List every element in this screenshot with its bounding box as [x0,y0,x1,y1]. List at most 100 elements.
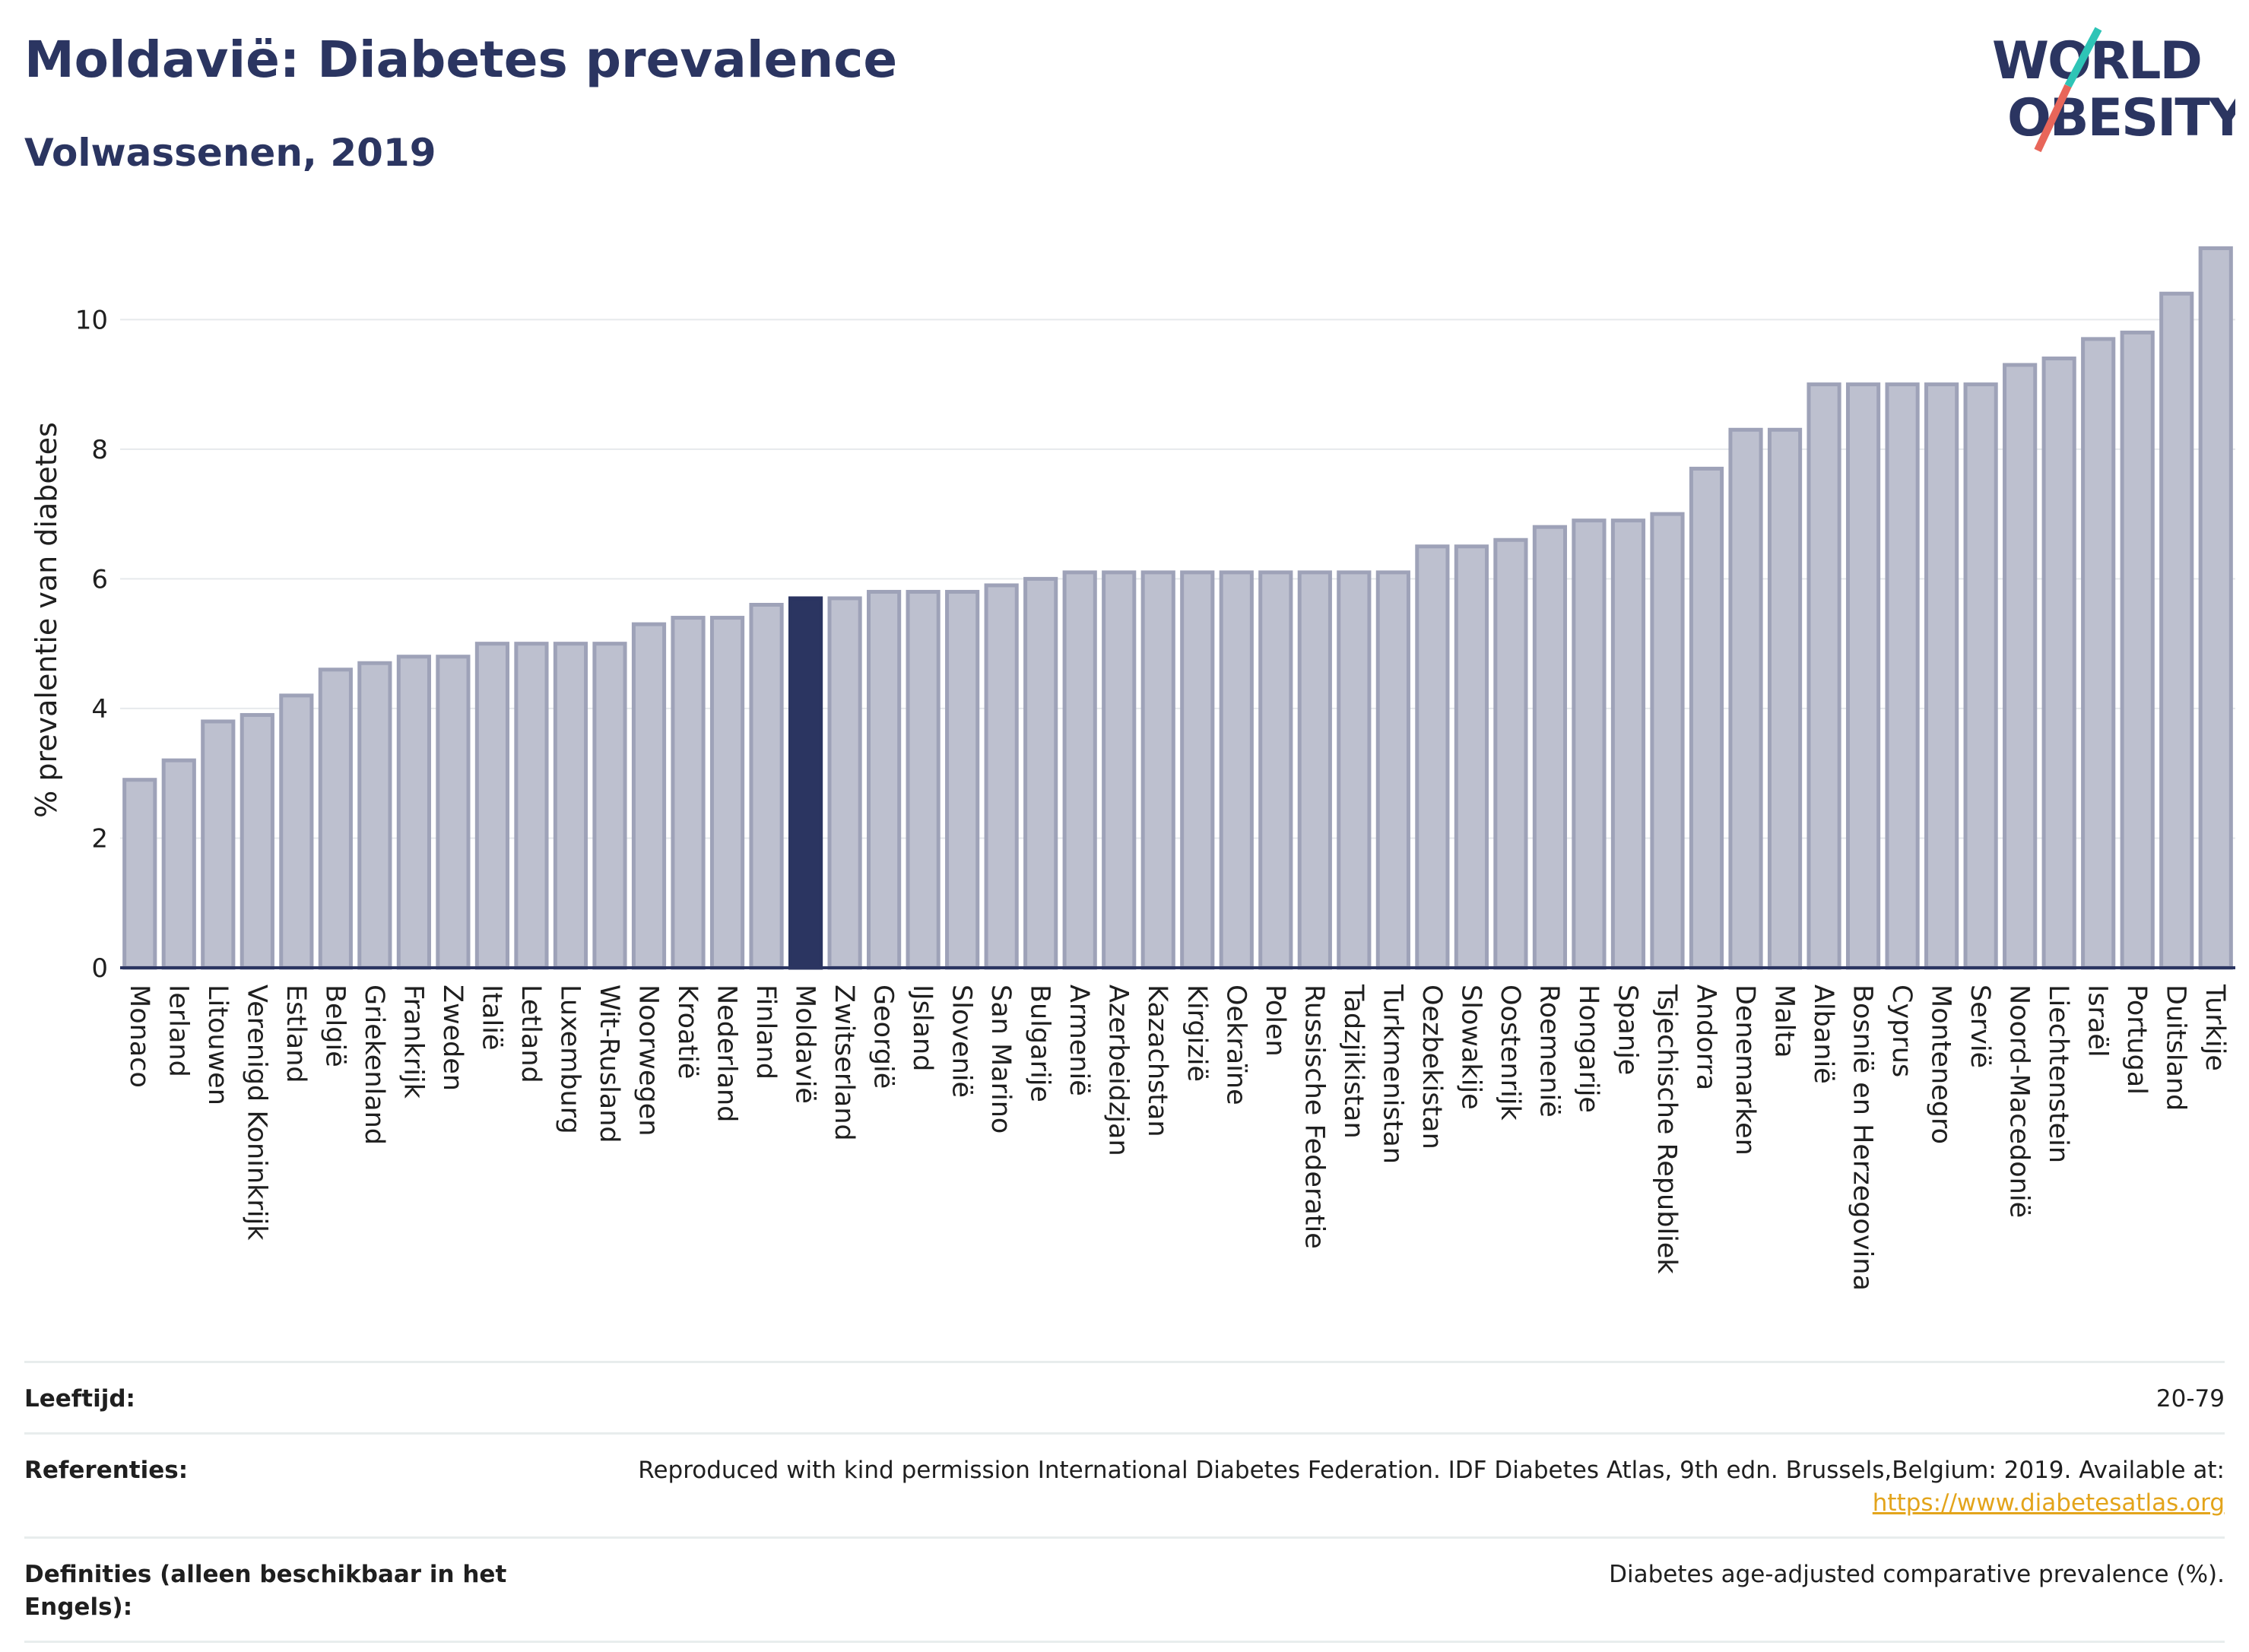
bar [1650,512,1685,970]
y-axis-label: % prevalentie van diabetes [30,422,63,818]
x-tick-label: Monaco [124,985,154,1088]
bar [514,642,549,970]
bar-chart: 0 2 4 6 8 10 % prevalentie van diabetes Monaco I… [30,246,2235,1291]
x-tick-label: Denemarken [1730,985,1760,1156]
x-tick-label: Cyprus [1886,985,1917,1077]
bar [1297,570,1332,970]
x-tick-label: Turkmenistan [1377,984,1407,1164]
y-tick-label: 2 [91,823,108,854]
bar [318,667,353,970]
x-tick-label: Polen [1260,985,1290,1057]
x-tick-label: Oezbekistan [1416,985,1447,1149]
x-tick-label: Albanië [1808,985,1838,1084]
info-table: Leeftijd: 20-79 Referenties: Reproduced … [24,1361,2225,1643]
bar [2081,337,2116,970]
x-tick-label: Noord-Macedonië [2004,985,2035,1218]
bar [1924,382,1959,970]
page-title: Moldavië: Diabetes prevalence [24,30,898,89]
bar [2198,246,2233,970]
x-tick-label: Oekraïne [1220,985,1251,1105]
info-value: Diabetes age-adjusted comparative preval… [1609,1561,2225,1588]
bar [2159,291,2194,970]
bar [201,719,236,970]
x-tick-label: Frankrijk [398,985,428,1099]
x-tick-label: Bosnië en Herzegovina [1848,985,1878,1291]
x-tick-label: Zwitserland [829,985,859,1141]
bar [122,778,157,970]
x-tick-label: Kazachstan [1142,985,1172,1137]
x-tick-label: Griekenland [359,985,389,1145]
x-tick-label: Kirgizië [1182,985,1212,1082]
bar [1023,576,1058,970]
x-tick-label: Noorwegen [633,985,664,1137]
info-label: Referenties: [24,1457,189,1484]
info-value: 20-79 [2155,1385,2225,1413]
x-tick-label: België [319,985,350,1067]
x-tick-label: Andorra [1691,985,1721,1090]
bar [1337,570,1372,970]
bar [1845,382,1881,970]
info-value: Reproduced with kind permission Internat… [638,1457,2225,1484]
diabetesatlas-link[interactable]: https://www.diabetesatlas.org [1872,1489,2225,1517]
bar [1963,382,1998,970]
bar [1493,537,1528,970]
x-tick-label: Azerbeidzjan [1103,985,1134,1156]
x-tick-label: Spanje [1612,985,1642,1075]
bar [1375,570,1410,970]
x-tick-label: Israël [2082,985,2113,1057]
bar [709,616,745,970]
bar [1258,570,1293,970]
svg-text:WORLD: WORLD [1992,31,2201,91]
bar [1532,525,1568,970]
bar [553,642,588,970]
bar [1062,570,1097,970]
x-tick-label: Duitsland [2161,985,2191,1111]
x-tick-label: Hongarije [1573,985,1603,1113]
bar [1767,427,1803,970]
bar [1219,570,1254,970]
bar [749,603,784,970]
bar [906,589,941,970]
info-row-references: Referenties: Reproduced with kind permis… [24,1432,2225,1536]
x-tick-label: Kroatië [672,985,703,1079]
y-tick-label: 0 [91,953,108,984]
bar [2120,330,2155,970]
x-tick-label: Litouwen [202,985,233,1105]
x-tick-label: Turkije [2200,984,2230,1071]
info-label: Leeftijd: [24,1385,135,1413]
y-tick-label: 6 [91,564,108,595]
x-tick-label: Ierland [163,985,193,1077]
bar [1885,382,1920,970]
bar [1454,544,1489,970]
world-obesity-logo: WORLD OBESITY [1992,27,2235,153]
info-row-definitions: Definities (alleen beschikbaar in het En… [24,1536,2225,1643]
x-tick-label: Letland [515,985,546,1083]
y-tick-label: 10 [75,305,108,335]
bar [2003,363,2038,970]
bar [1689,466,1724,970]
bar [2041,356,2076,970]
bar [1728,427,1763,970]
x-tick-label: Wit-Rusland [594,985,624,1143]
y-tick-label: 4 [91,694,108,725]
bar [474,642,510,970]
y-tick-label: 8 [91,435,108,465]
x-tick-label: Italië [476,985,506,1050]
x-tick-label: Finland [750,985,781,1080]
info-label: Definities (alleen beschikbaar in het En… [24,1561,507,1621]
x-tick-label: Montenegro [1926,985,1956,1144]
bar [1102,570,1137,970]
bar [396,655,431,970]
x-tick-label: Nederland [712,985,742,1122]
bar [1140,570,1175,970]
bar [279,693,314,970]
bar [788,596,823,970]
bar [239,712,274,970]
x-tick-label: Georgië [868,985,899,1089]
bar [631,622,667,970]
bar [1572,518,1607,970]
bar [1610,518,1646,970]
bar [867,589,902,970]
bar [1180,570,1215,970]
bar [984,583,1019,970]
